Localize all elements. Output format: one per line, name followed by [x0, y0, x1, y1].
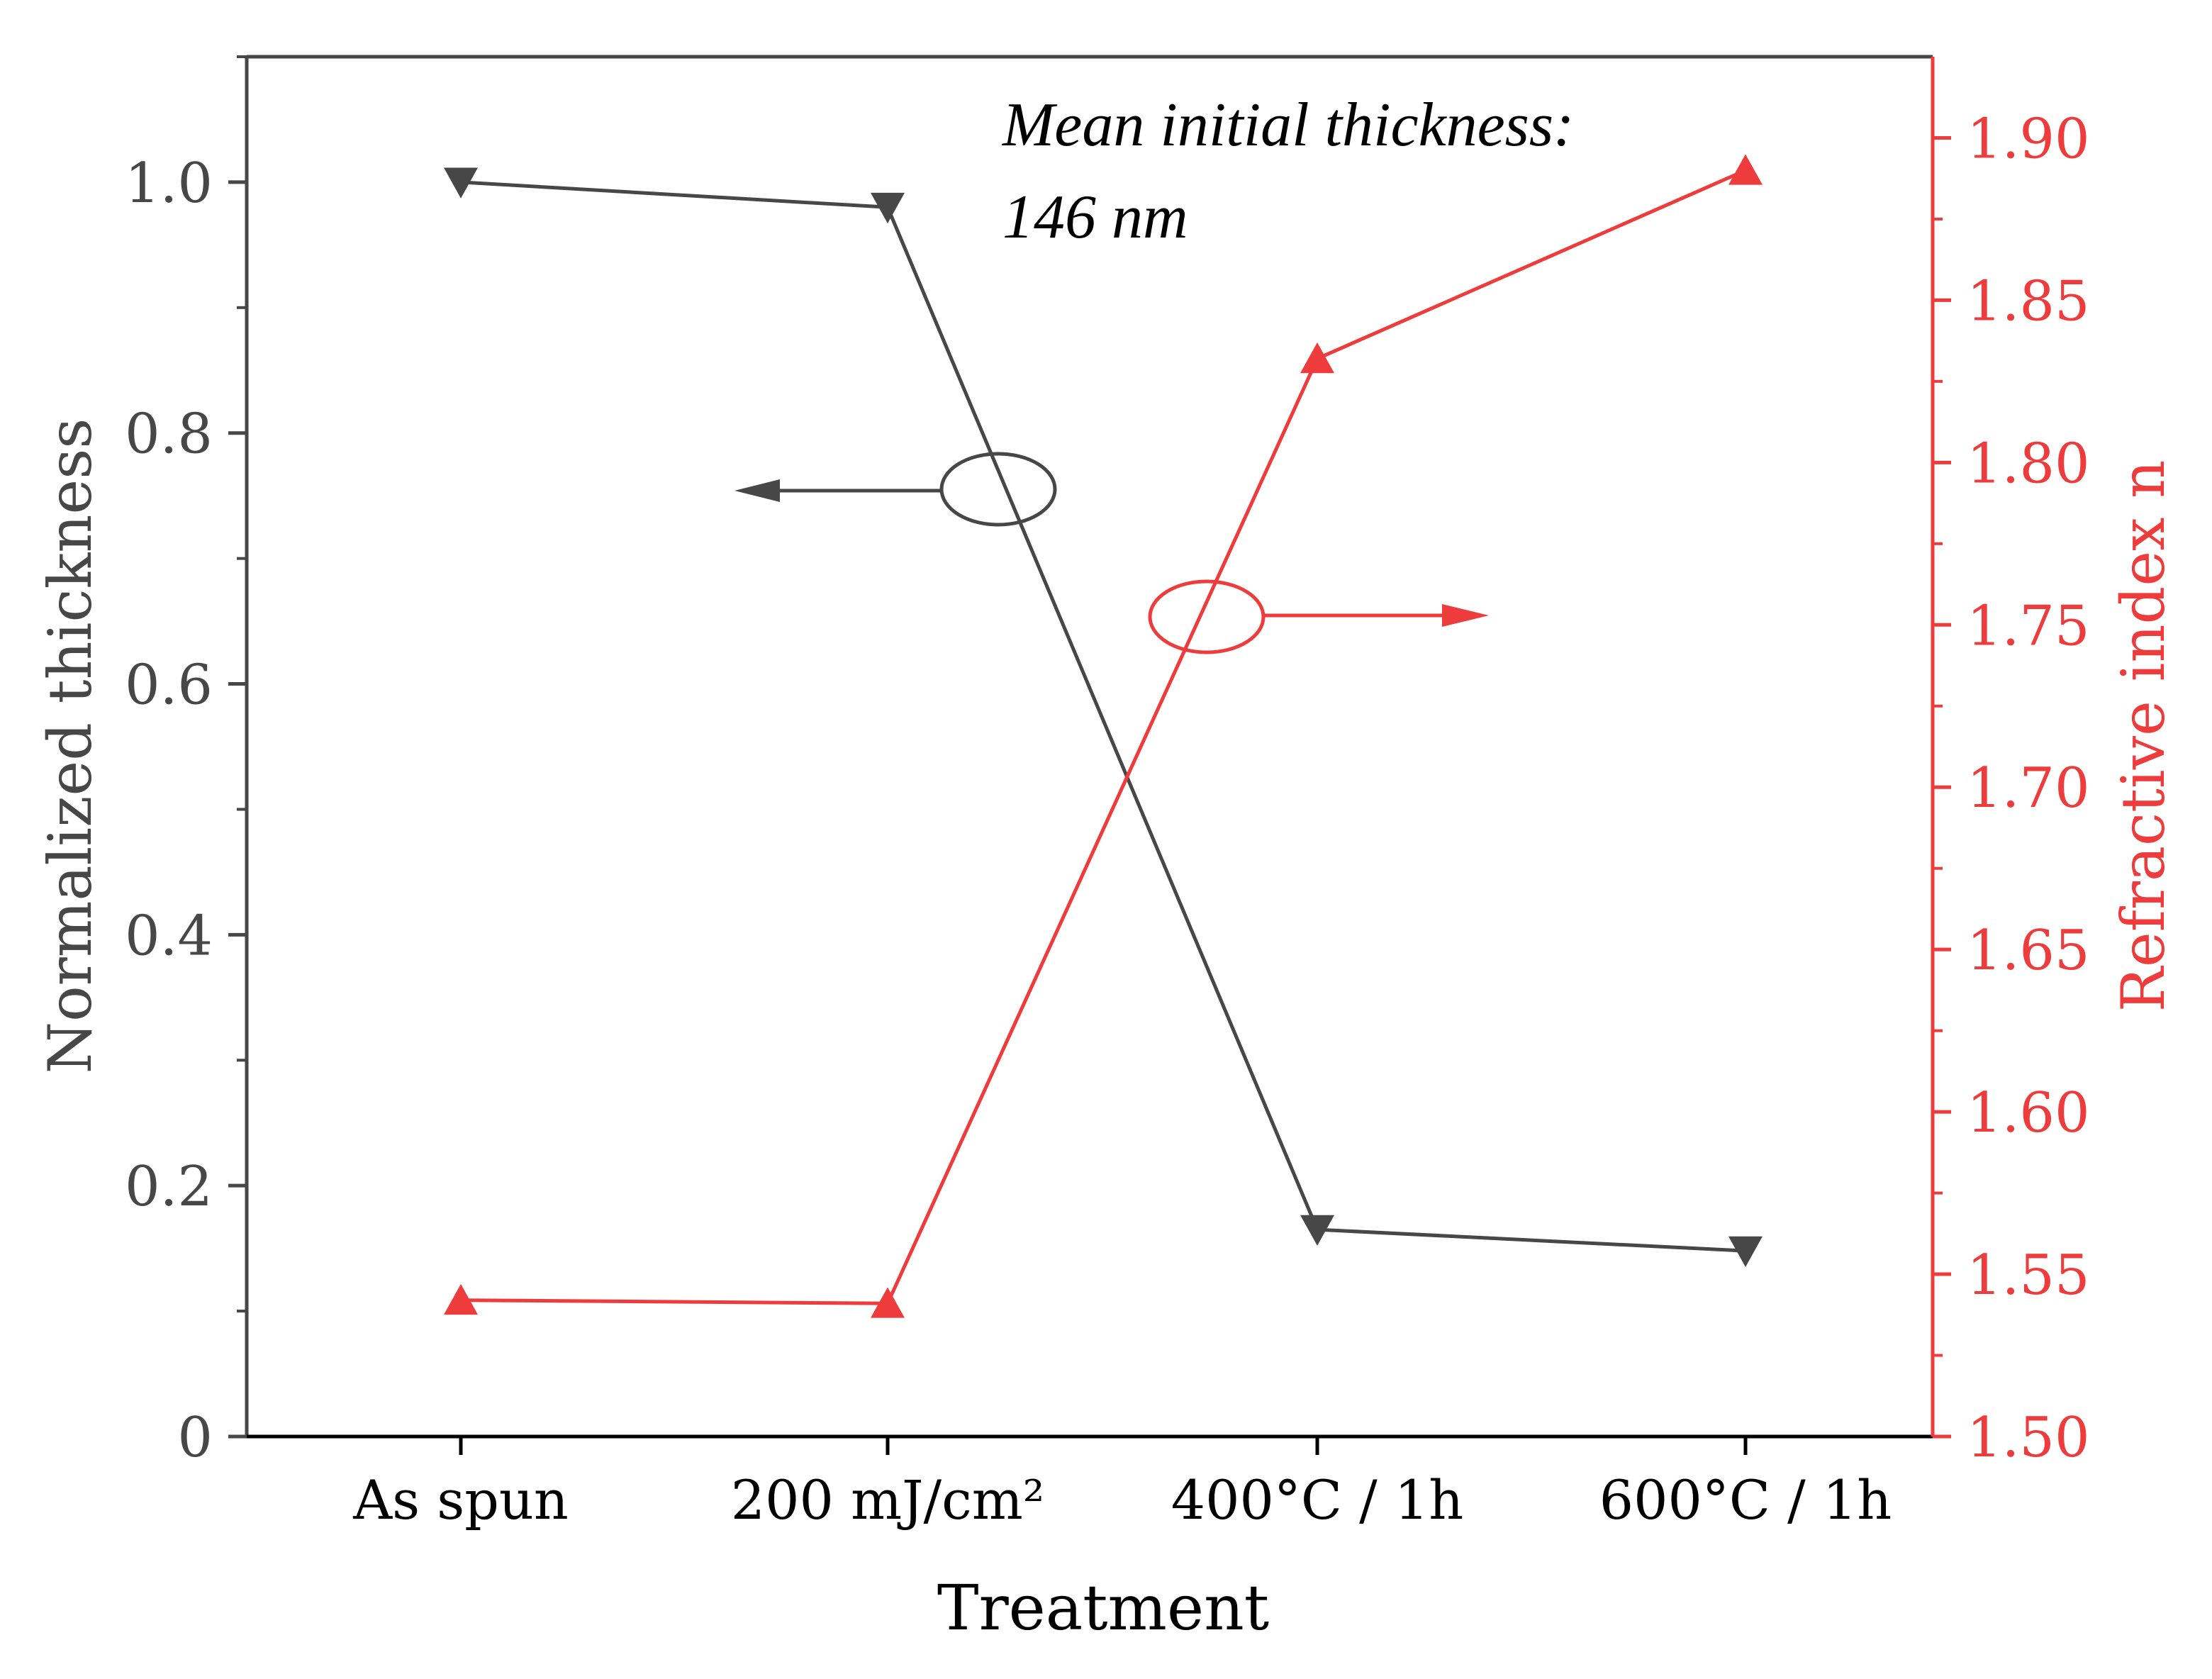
x-axis-label: Treatment	[937, 1571, 1269, 1644]
refractive-index-point	[1728, 154, 1763, 185]
y-right-tick-label: 1.70	[1967, 757, 2090, 820]
x-tick-label: 400°C / 1h	[1171, 1468, 1463, 1532]
y-right-tick-label: 1.75	[1967, 594, 2090, 658]
annotation-line-1: Mean initial thickness:	[1001, 91, 1574, 160]
thickness-point	[871, 192, 905, 224]
x-tick-label: 200 mJ/cm²	[731, 1468, 1044, 1532]
refractive-index-point	[1300, 342, 1334, 374]
x-tick-label: 600°C / 1h	[1599, 1468, 1892, 1532]
y-left-tick-label: 1.0	[125, 152, 213, 216]
refractive-index-point	[444, 1283, 478, 1315]
series-markers	[444, 154, 1763, 1318]
y-left-tick-label: 0.4	[125, 904, 213, 968]
y-right-tick-label: 1.85	[1967, 269, 2090, 333]
y-axis-label-left: Normalized thickness	[35, 418, 105, 1074]
left-arrow-icon	[734, 479, 780, 502]
y-right-tick-label: 1.80	[1967, 432, 2090, 496]
y-left-tick-label: 0.8	[125, 403, 213, 467]
thickness-series-line	[460, 180, 1746, 1253]
y-left-tick-label: 0.2	[125, 1155, 213, 1219]
y-right-tick-label: 1.65	[1967, 919, 2090, 983]
y-right-tick-label: 1.55	[1967, 1244, 2090, 1307]
y-right-tick-label: 1.50	[1967, 1406, 2090, 1470]
annotation-line-2: 146 nm	[1002, 183, 1188, 252]
axes	[245, 55, 1935, 1439]
y-right-tick-label: 1.60	[1967, 1081, 2090, 1145]
y-left-tick-label: 0	[177, 1406, 213, 1470]
right-arrow-icon	[1442, 604, 1489, 627]
thickness-point	[1728, 1236, 1763, 1267]
thickness-point	[444, 167, 478, 199]
axis-callouts	[734, 452, 1489, 654]
series-lines	[460, 168, 1747, 1305]
x-tick-label: As spun	[352, 1468, 569, 1532]
ticks: 0 0.2 0.4 0.6 0.8 1.0 1.50 1.55 1.60 1.65 1.70 1.75…	[125, 55, 2090, 1532]
y-left-tick-label: 0.6	[125, 654, 213, 718]
left-axis-callout-ellipse	[939, 452, 1057, 527]
y-right-tick-label: 1.90	[1967, 107, 2090, 171]
right-axis-callout-ellipse	[1148, 579, 1266, 654]
refractive-index-series-line	[460, 168, 1747, 1305]
y-axis-label-right: Refractive index n	[2108, 460, 2178, 1012]
thickness-point	[1300, 1215, 1334, 1246]
refractive-index-point	[871, 1287, 905, 1318]
